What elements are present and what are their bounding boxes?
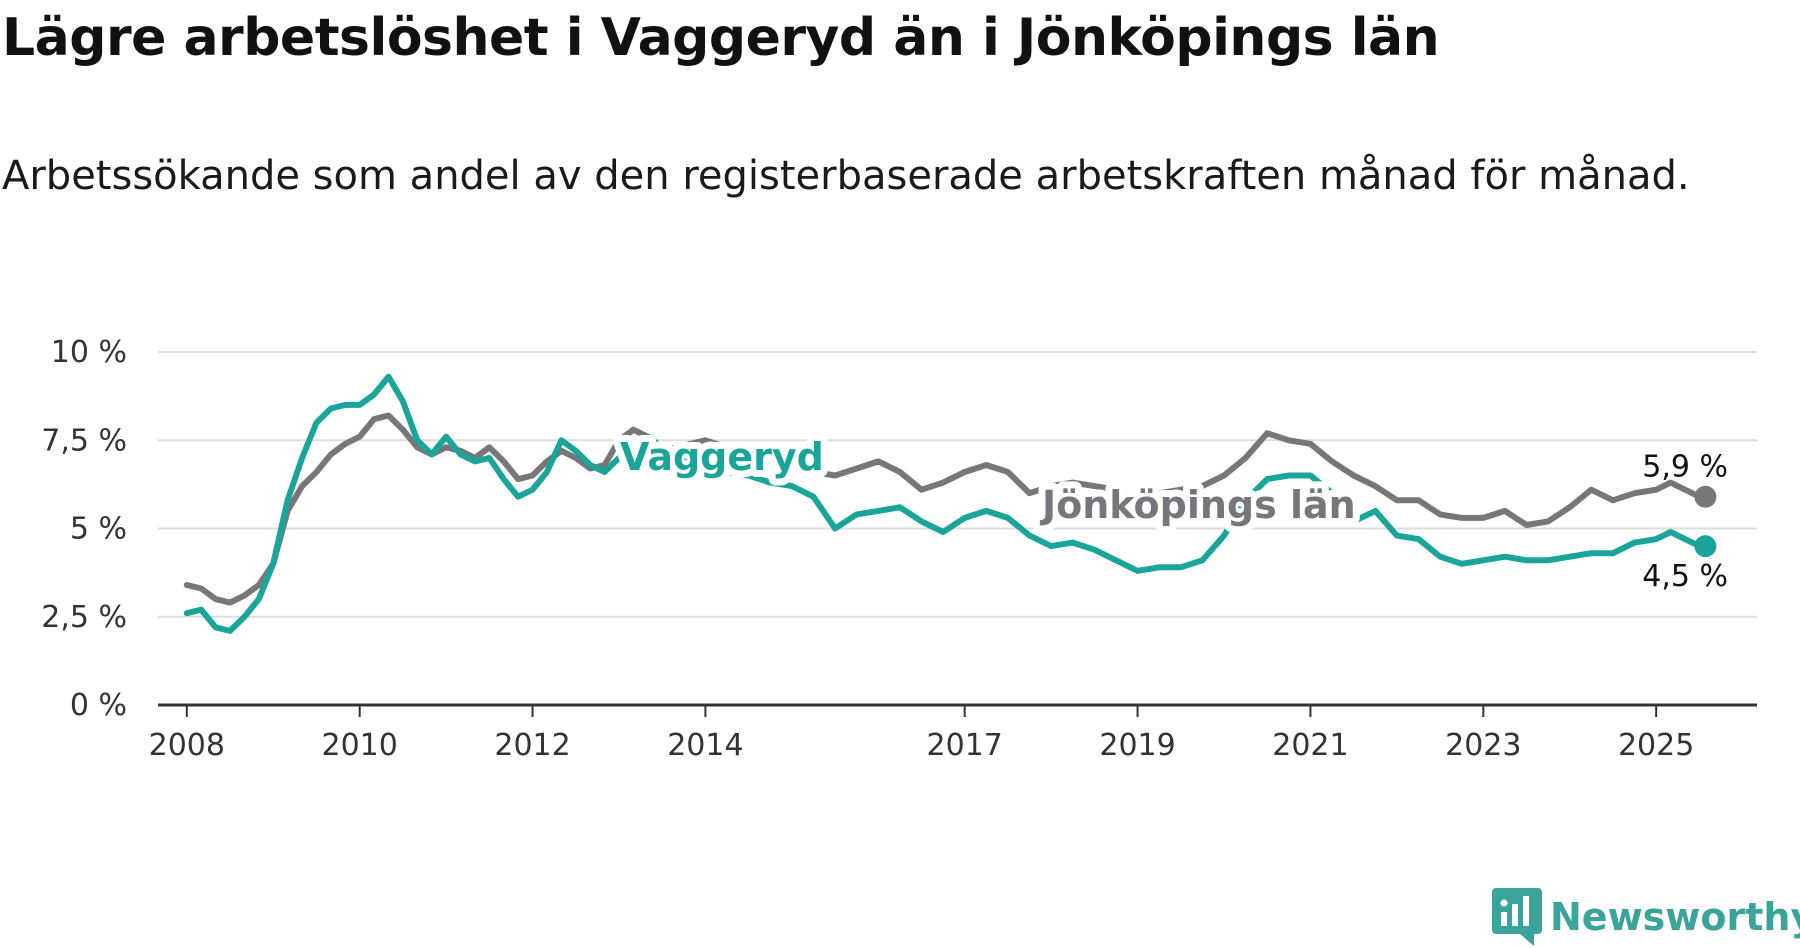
- x-tick-label: 2017: [927, 728, 1003, 763]
- y-tick-label: 10 %: [51, 335, 127, 370]
- vaggeryd-series-label-halo: Vaggeryd: [620, 435, 824, 479]
- chart-title: Lägre arbetslöshet i Vaggeryd än i Jönkö…: [2, 8, 1440, 68]
- jonkopings-lan-line: [183, 412, 1703, 606]
- brand-name: Newsworthy: [1550, 895, 1800, 939]
- y-tick-label: 2,5 %: [41, 600, 127, 635]
- jonkopings-lan-end-value: 5,9 %: [1642, 450, 1728, 485]
- x-tick-label: 2008: [149, 728, 225, 763]
- newsworthy-logo: Newsworthy: [1492, 888, 1800, 946]
- y-tick-label: 7,5 %: [41, 423, 127, 458]
- x-tick-label: 2014: [667, 728, 743, 763]
- jonkopings-lan-end-marker: [1694, 485, 1717, 508]
- newsworthy-logo-icon: [1492, 888, 1542, 946]
- y-tick-label: 0 %: [70, 688, 127, 723]
- grid-layer: [158, 351, 1757, 618]
- x-tick-label: 2010: [321, 728, 397, 763]
- y-tick-label: 5 %: [70, 512, 127, 547]
- x-tick-label: 2012: [494, 728, 570, 763]
- x-tick-label: 2023: [1445, 728, 1521, 763]
- vaggeryd-series-label: Vaggeryd: [620, 435, 824, 479]
- x-tick-label: 2021: [1272, 728, 1348, 763]
- x-tick-label: 2019: [1099, 728, 1175, 763]
- vaggeryd-end-marker: [1694, 535, 1717, 558]
- vaggeryd-line: [183, 373, 1703, 634]
- jonkopings-lan-series-label-halo: Jönköpings län: [1039, 483, 1356, 527]
- series-layer: [183, 373, 1717, 634]
- chart-subtitle: Arbetssökande som andel av den registerb…: [2, 153, 1690, 199]
- vaggeryd-end-value: 4,5 %: [1642, 559, 1728, 594]
- jonkopings-lan-series-label: Jönköpings län: [1039, 483, 1356, 527]
- axis-layer: 0 % 2,5 % 5 % 7,5 % 10 % 2008 2010 2012 2014 2017…: [41, 335, 1757, 763]
- x-tick-label: 2025: [1618, 728, 1694, 763]
